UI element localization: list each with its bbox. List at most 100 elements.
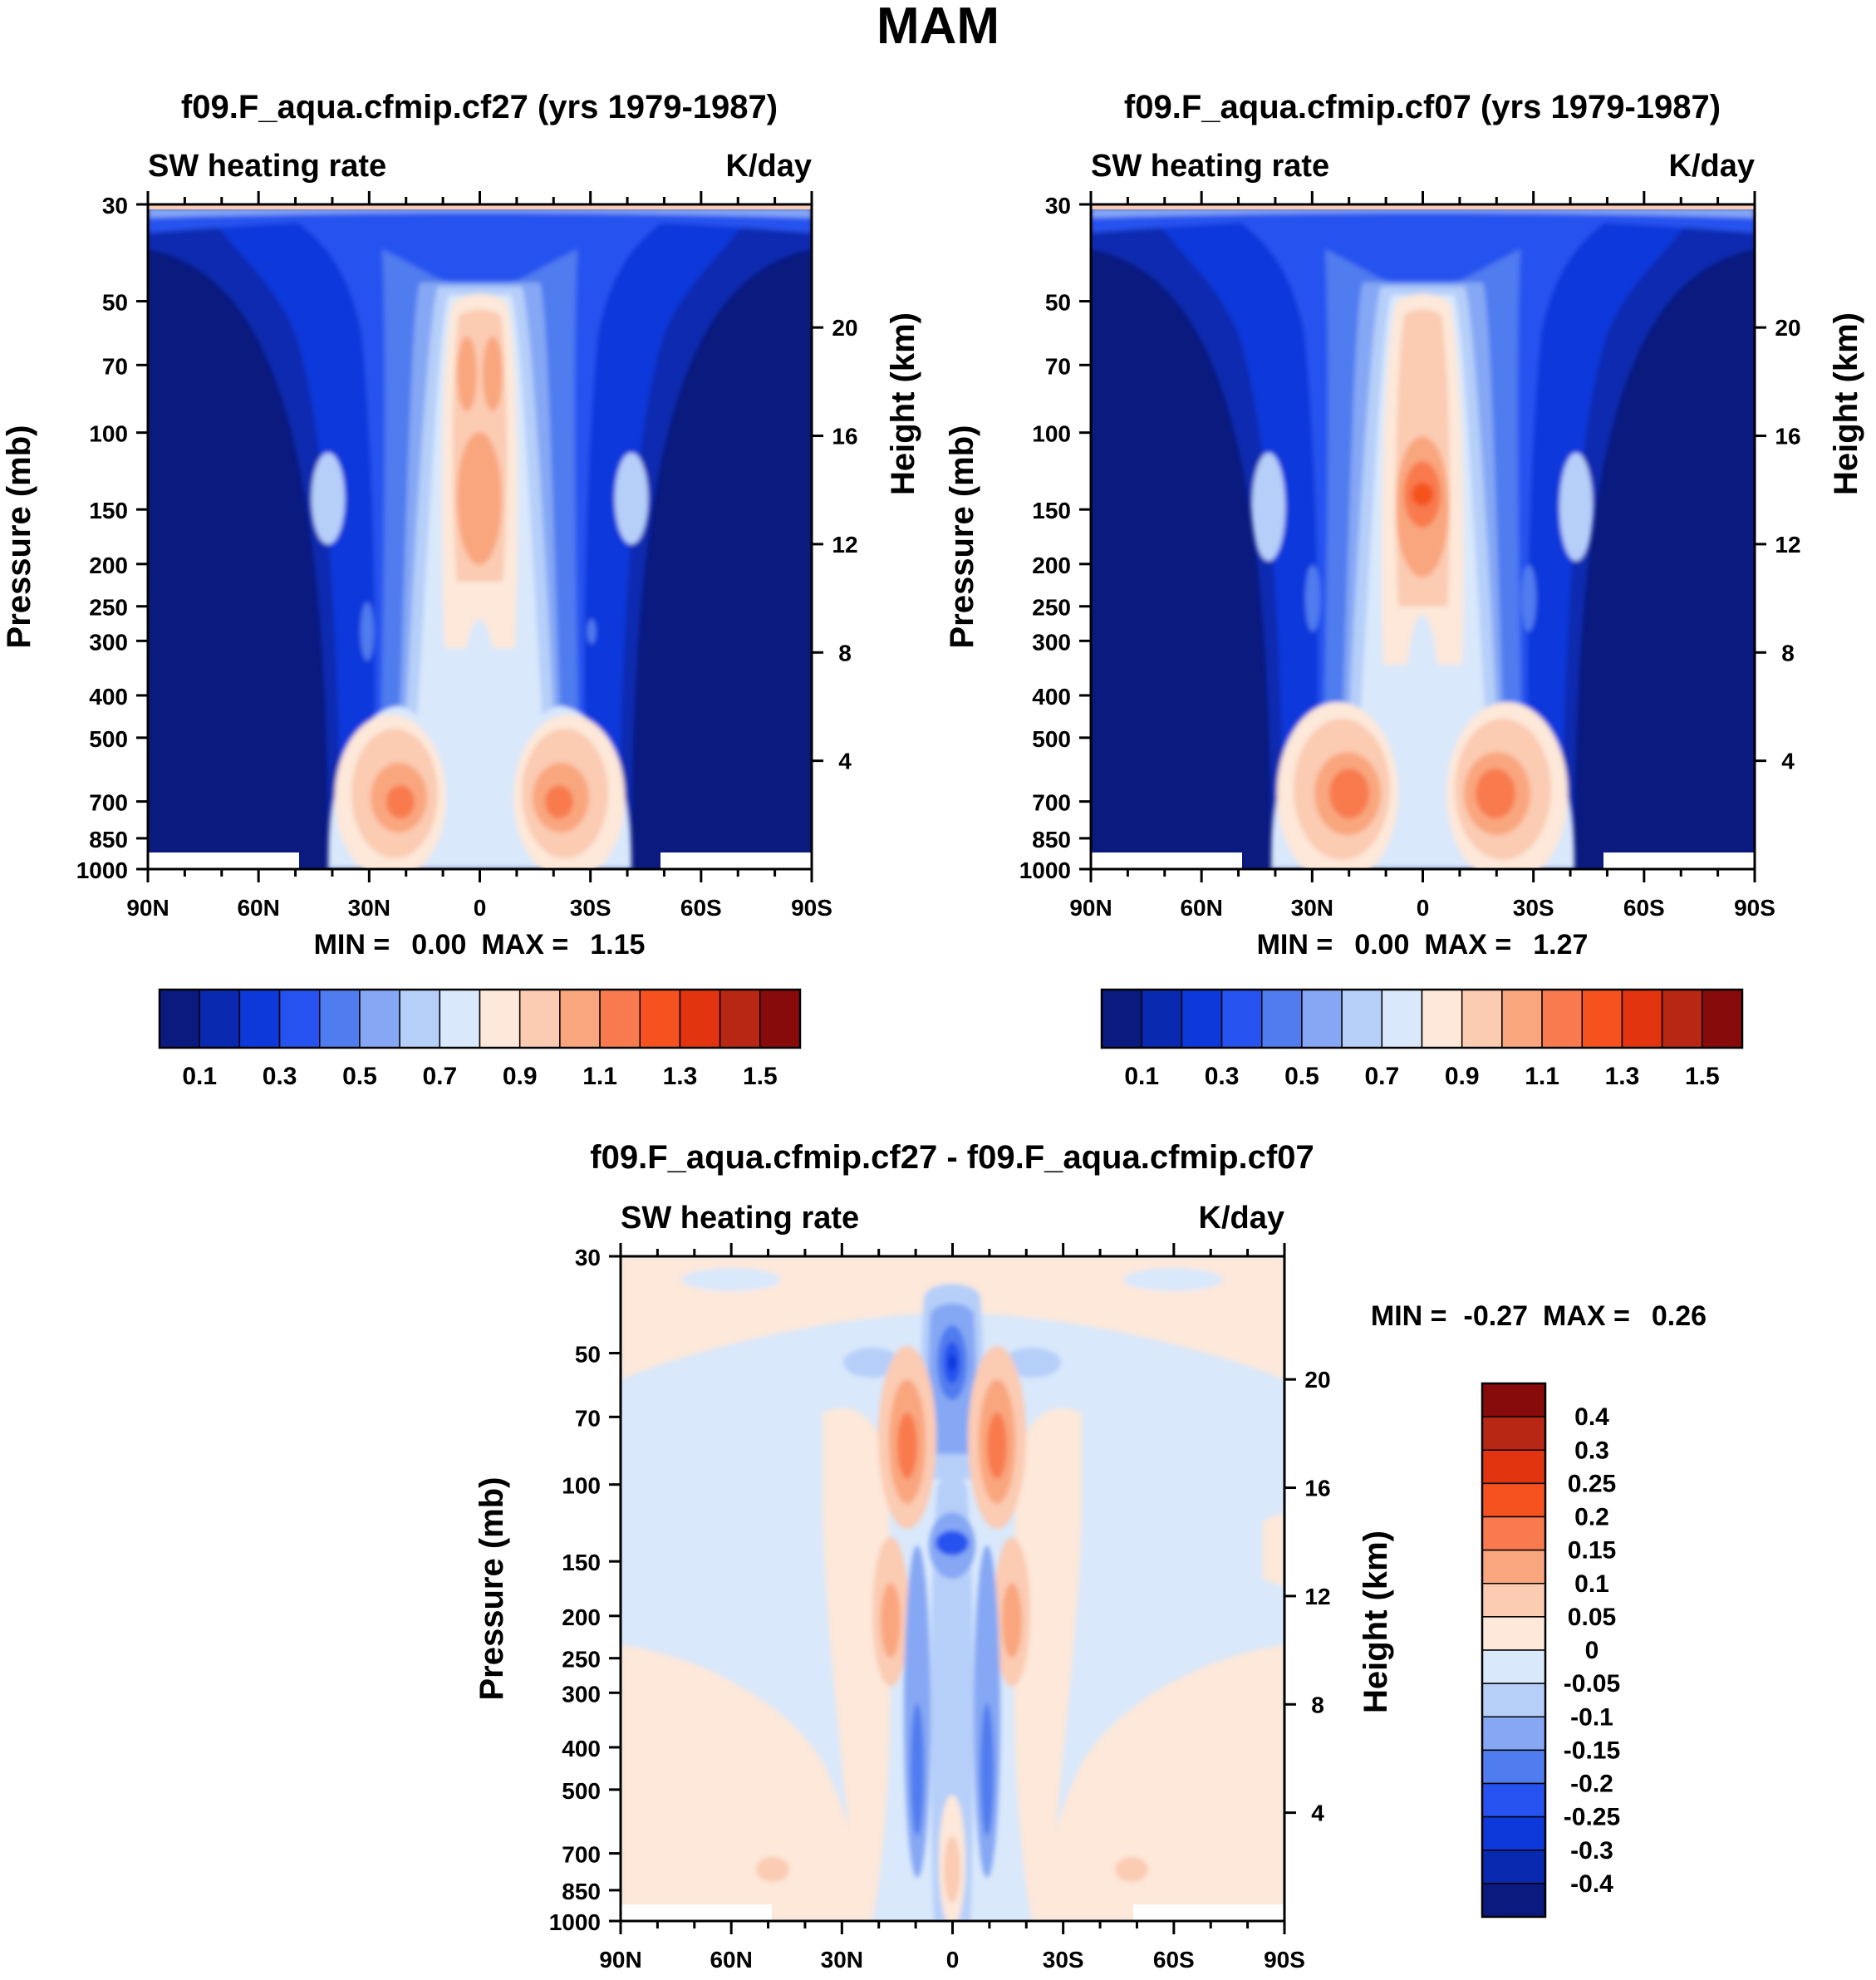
contour-band: [897, 1413, 917, 1479]
contour-band: [681, 1268, 781, 1291]
colorbar-swatch: [599, 989, 641, 1049]
pressure-tick-label: 150: [89, 498, 128, 523]
colorbar-swatch: [1220, 989, 1263, 1049]
contour-band: [1521, 565, 1536, 631]
colorbar-label: 0.3: [1205, 1063, 1240, 1090]
pressure-tick-label: 500: [89, 726, 128, 752]
pressure-axis-label: Pressure (mb): [474, 1477, 510, 1701]
pressure-tick-label: 1000: [549, 1909, 601, 1935]
height-tick-label: 12: [1775, 532, 1800, 558]
colorbar-swatch: [719, 989, 761, 1049]
colorbar-swatch: [479, 989, 521, 1049]
lat-tick-label: 0: [946, 1947, 960, 1973]
height-tick-label: 4: [838, 749, 852, 774]
lat-tick-label: 90S: [1734, 895, 1775, 921]
pressure-tick-label: 150: [1032, 498, 1071, 523]
contour-band: [386, 785, 415, 818]
pressure-tick-label: 30: [102, 193, 128, 219]
missing-data-strip: [1603, 852, 1755, 869]
colorbar-swatch: [1541, 989, 1583, 1049]
colorbar-label: 0: [1585, 1637, 1599, 1664]
contour-band: [621, 1645, 868, 1921]
lat-tick-label: 90N: [599, 1947, 641, 1973]
pressure-tick-label: 1000: [76, 857, 128, 883]
colorbar-swatch: [1301, 989, 1343, 1049]
contour-band: [1123, 1268, 1223, 1291]
lat-tick-label: 60S: [680, 895, 722, 921]
colorbar-swatch: [1341, 989, 1383, 1049]
pressure-tick-label: 400: [89, 684, 128, 710]
contour-band: [1003, 1348, 1061, 1378]
colorbar-label: 0.1: [182, 1063, 217, 1090]
panel-title: f09.F_aqua.cfmip.cf27 (yrs 1979-1987): [181, 89, 778, 125]
colorbar-swatch: [1481, 1815, 1546, 1851]
colorbar-swatch: [1481, 1649, 1546, 1684]
axes: 30 50 70 100 150 200 250 300 400 500 700 850 1000 20 1…: [474, 1243, 1394, 1973]
contour-band: [843, 1348, 901, 1378]
pressure-tick-label: 100: [89, 421, 128, 447]
colorbar-label: 1.1: [582, 1063, 617, 1090]
contour-field: [148, 204, 812, 869]
lat-tick-label: 90S: [791, 895, 832, 921]
colorbar-label: -0.4: [1570, 1870, 1613, 1898]
lat-tick-label: 30N: [1291, 895, 1333, 921]
contour-band: [148, 209, 812, 233]
contour-band: [457, 337, 477, 411]
lat-tick-label: 60N: [1180, 895, 1222, 921]
lat-tick-label: 0: [474, 895, 487, 921]
pressure-axis-label: Pressure (mb): [1, 425, 37, 649]
pressure-tick-label: 250: [89, 595, 128, 621]
pressure-tick-label: 250: [1032, 595, 1071, 621]
colorbar-frame: [1481, 1382, 1547, 1919]
lat-tick-label: 30S: [570, 895, 611, 921]
panel-cf07: f09.F_aqua.cfmip.cf07 (yrs 1979-1987) SW…: [944, 89, 1864, 1090]
pressure-tick-label: 250: [562, 1647, 601, 1673]
contour-band: [1412, 483, 1433, 506]
colorbar-label: 0.05: [1568, 1604, 1616, 1631]
colorbar-label: 1.1: [1525, 1063, 1559, 1090]
contour-band: [1329, 769, 1369, 818]
colorbar-swatch: [1621, 989, 1663, 1049]
colorbar: 0.1 0.3 0.5 0.7 0.9 1.1 1.3 1.5: [1100, 988, 1744, 1090]
colorbar-frame: [1100, 988, 1744, 1049]
colorbar-label: 0.3: [263, 1063, 297, 1090]
colorbar-swatch: [1481, 1883, 1546, 1918]
panel-cf27: f09.F_aqua.cfmip.cf27 (yrs 1979-1987) SW…: [1, 89, 921, 1090]
colorbar-label: 0.2: [1574, 1504, 1609, 1531]
colorbar-swatch: [278, 989, 321, 1049]
contour-band: [1014, 1408, 1082, 1921]
colorbar-swatch: [159, 989, 200, 1049]
lat-tick-label: 30S: [1043, 1947, 1084, 1973]
height-tick-label: 12: [1304, 1584, 1330, 1609]
colorbar: 0.1 0.3 0.5 0.7 0.9 1.1 1.3 1.5: [158, 988, 802, 1090]
contour-band: [1263, 1512, 1284, 1587]
colorbar-label: 0.15: [1568, 1537, 1616, 1565]
missing-data-strip: [661, 852, 812, 869]
colorbar-swatch: [238, 989, 281, 1049]
colorbar-swatch: [1481, 1616, 1546, 1651]
panel-title: f09.F_aqua.cfmip.cf27 - f09.F_aqua.cfmip…: [590, 1139, 1314, 1176]
height-tick-label: 8: [838, 640, 852, 666]
lat-tick-label: 90N: [126, 895, 169, 921]
colorbar-label: -0.15: [1564, 1737, 1620, 1764]
colorbar-swatch: [1261, 989, 1303, 1049]
min-max-stats: MIN = -0.27 MAX = 0.26: [1371, 1300, 1707, 1332]
pressure-tick-label: 70: [102, 353, 128, 379]
pressure-tick-label: 70: [1045, 353, 1071, 379]
pressure-tick-label: 700: [1032, 790, 1071, 816]
pressure-tick-label: 300: [89, 629, 128, 655]
colorbar-label: -0.2: [1570, 1771, 1613, 1798]
contour-band: [621, 1256, 1284, 1379]
contour-band: [1037, 1645, 1284, 1921]
pressure-tick-label: 100: [1032, 421, 1071, 447]
left-string: SW heating rate: [1091, 149, 1329, 184]
height-tick-label: 16: [1775, 424, 1800, 450]
colorbar-swatch: [1181, 989, 1223, 1049]
colorbar-label: 0.9: [503, 1063, 538, 1090]
colorbar-swatch: [1481, 1416, 1546, 1451]
missing-data-strip: [1133, 1904, 1284, 1921]
lat-tick-label: 90S: [1264, 1947, 1305, 1973]
pressure-tick-label: 300: [562, 1681, 601, 1707]
height-tick-label: 20: [1304, 1367, 1330, 1393]
pressure-tick-label: 400: [562, 1736, 601, 1761]
